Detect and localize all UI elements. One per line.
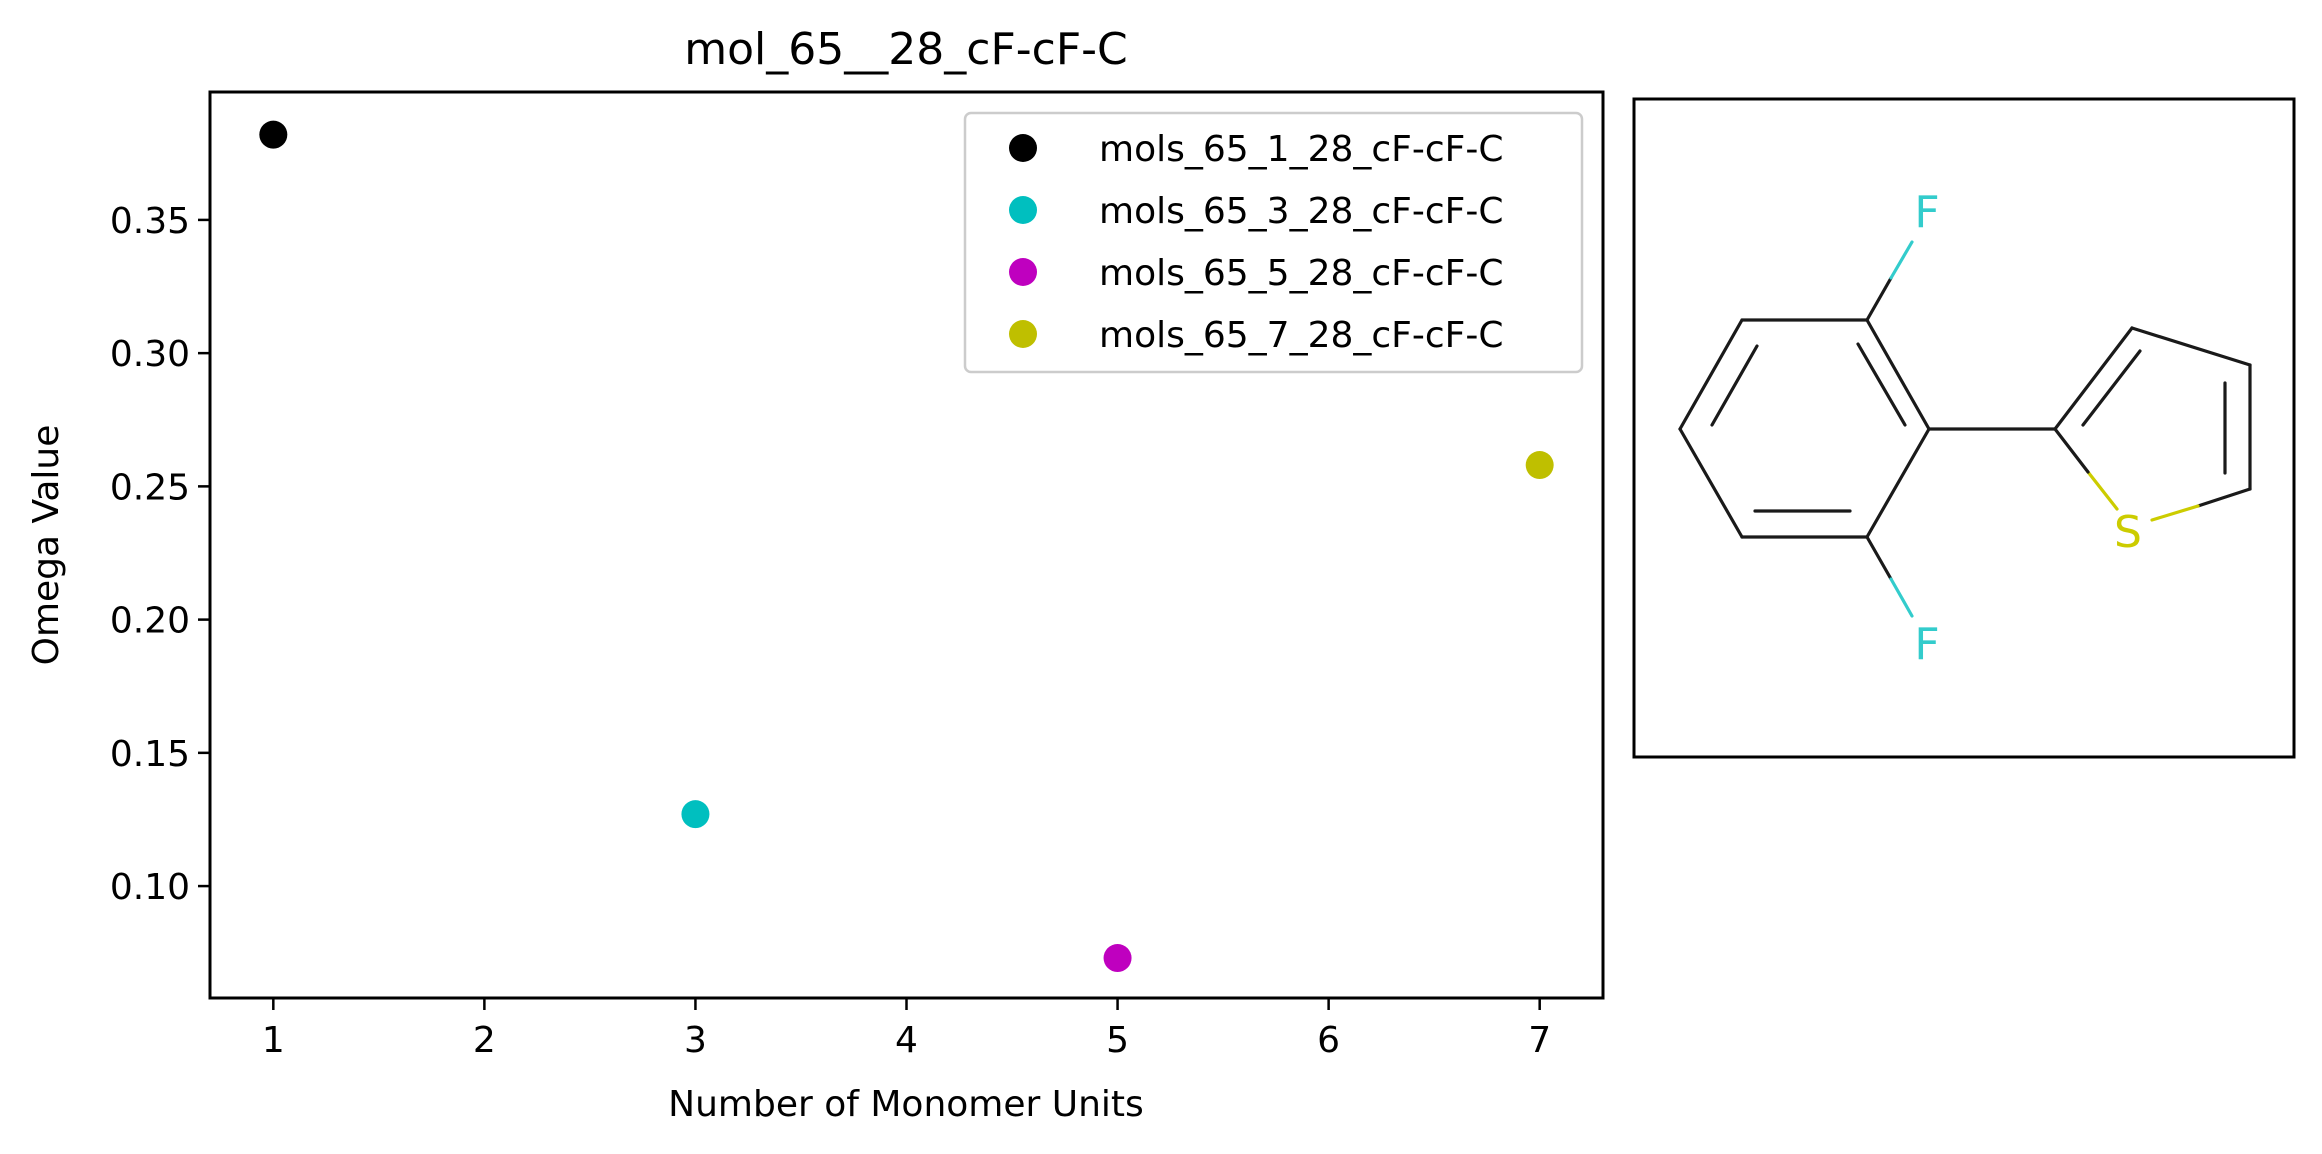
y-tick-label: 0.35 xyxy=(110,201,190,242)
benzene-bond xyxy=(1678,427,1744,539)
legend-label: mols_65_1_28_cF-cF-C xyxy=(1099,129,1504,170)
legend-marker xyxy=(1009,258,1037,286)
legend-label: mols_65_3_28_cF-cF-C xyxy=(1099,191,1504,232)
thiophene-bond xyxy=(2196,487,2252,508)
data-points xyxy=(259,120,1554,973)
y-axis-label: Omega Value xyxy=(26,425,67,666)
legend-label: mols_65_7_28_cF-cF-C xyxy=(1099,315,1504,356)
x-tick-label: 3 xyxy=(684,1020,707,1061)
x-axis-label: Number of Monomer Units xyxy=(668,1084,1144,1125)
x-tick-label: 4 xyxy=(895,1020,918,1061)
legend-box xyxy=(963,111,1584,374)
thiophene-double-bond xyxy=(2081,349,2142,427)
y-tick-label: 0.10 xyxy=(110,867,190,908)
molecule-panel: F F S xyxy=(1632,97,2296,759)
legend: mols_65_1_28_cF-cF-C mols_65_3_28_cF-cF-C… xyxy=(963,111,1584,374)
carbon-fluorine-bond xyxy=(1865,535,1893,581)
legend-entries: mols_65_1_28_cF-cF-C mols_65_3_28_cF-cF-C… xyxy=(1009,129,1504,356)
fluorine-atom-label: F xyxy=(1914,619,1939,670)
carbon-fluorine-bond xyxy=(1889,577,1914,618)
y-tick-label: 0.20 xyxy=(110,601,190,642)
x-tick-label: 1 xyxy=(262,1020,285,1061)
x-axis-ticks: 1 2 3 4 5 6 7 xyxy=(262,998,1551,1061)
legend-marker xyxy=(1009,134,1037,162)
benzene-bond xyxy=(1865,427,1931,539)
data-point xyxy=(681,800,710,829)
y-axis-ticks: 0.10 0.15 0.20 0.25 0.30 0.35 xyxy=(110,201,210,908)
chart-title: mol_65__28_cF-cF-C xyxy=(684,24,1127,75)
thiophene-bond-sulfur xyxy=(2150,504,2200,522)
data-point xyxy=(1103,944,1132,973)
x-tick-label: 7 xyxy=(1528,1020,1551,1061)
legend-label: mols_65_5_28_cF-cF-C xyxy=(1099,253,1504,294)
benzene-double-bond xyxy=(1710,344,1759,427)
sulfur-atom-label: S xyxy=(2114,507,2142,558)
x-tick-label: 5 xyxy=(1106,1020,1129,1061)
y-tick-label: 0.30 xyxy=(110,334,190,375)
thiophene-bond xyxy=(2130,326,2252,367)
legend-marker xyxy=(1009,320,1037,348)
data-point xyxy=(1525,451,1554,480)
molecule-structure xyxy=(1678,240,2252,618)
thiophene-bond xyxy=(2053,326,2134,431)
legend-marker xyxy=(1009,196,1037,224)
carbon-fluorine-bond xyxy=(1889,240,1914,280)
thiophene-bond xyxy=(2053,427,2090,474)
benzene-bond xyxy=(1865,318,1931,431)
y-tick-label: 0.15 xyxy=(110,734,190,775)
y-tick-label: 0.25 xyxy=(110,467,190,508)
thiophene-bond-sulfur xyxy=(2086,470,2119,511)
benzene-double-bond xyxy=(1856,342,1907,427)
x-tick-label: 2 xyxy=(473,1020,496,1061)
fluorine-atom-label: F xyxy=(1914,187,1939,238)
benzene-bond xyxy=(1678,318,1744,431)
data-point xyxy=(259,120,288,149)
x-tick-label: 6 xyxy=(1317,1020,1340,1061)
carbon-fluorine-bond xyxy=(1865,276,1893,322)
